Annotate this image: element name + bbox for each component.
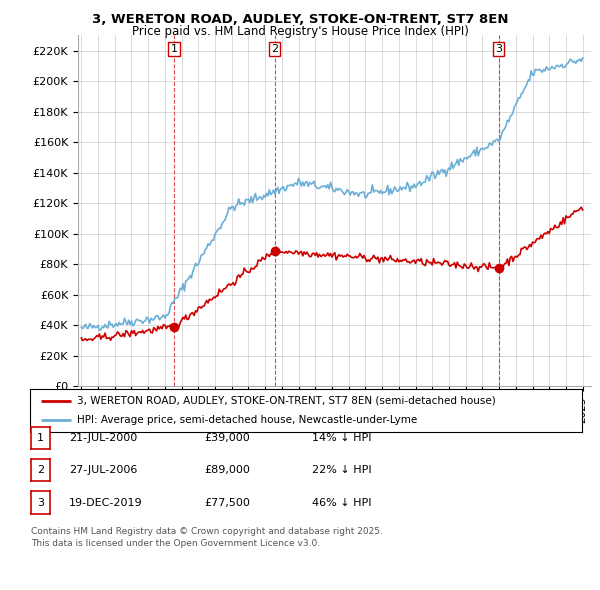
Text: 3, WERETON ROAD, AUDLEY, STOKE-ON-TRENT, ST7 8EN: 3, WERETON ROAD, AUDLEY, STOKE-ON-TRENT,… [92, 13, 508, 26]
Text: 3, WERETON ROAD, AUDLEY, STOKE-ON-TRENT, ST7 8EN (semi-detached house): 3, WERETON ROAD, AUDLEY, STOKE-ON-TRENT,… [77, 396, 496, 406]
Text: 14% ↓ HPI: 14% ↓ HPI [312, 433, 371, 442]
Text: 3: 3 [495, 44, 502, 54]
Text: 2: 2 [271, 44, 278, 54]
Text: £39,000: £39,000 [204, 433, 250, 442]
Text: Price paid vs. HM Land Registry's House Price Index (HPI): Price paid vs. HM Land Registry's House … [131, 25, 469, 38]
Text: 2: 2 [37, 466, 44, 475]
Text: HPI: Average price, semi-detached house, Newcastle-under-Lyme: HPI: Average price, semi-detached house,… [77, 415, 417, 425]
Text: 3: 3 [37, 498, 44, 507]
Text: This data is licensed under the Open Government Licence v3.0.: This data is licensed under the Open Gov… [31, 539, 320, 548]
Text: 22% ↓ HPI: 22% ↓ HPI [312, 466, 371, 475]
Text: £77,500: £77,500 [204, 498, 250, 507]
Text: 27-JUL-2006: 27-JUL-2006 [69, 466, 137, 475]
Text: Contains HM Land Registry data © Crown copyright and database right 2025.: Contains HM Land Registry data © Crown c… [31, 527, 383, 536]
Text: 1: 1 [37, 433, 44, 442]
Text: 1: 1 [170, 44, 178, 54]
Text: 19-DEC-2019: 19-DEC-2019 [69, 498, 143, 507]
Text: 46% ↓ HPI: 46% ↓ HPI [312, 498, 371, 507]
Text: 21-JUL-2000: 21-JUL-2000 [69, 433, 137, 442]
Text: £89,000: £89,000 [204, 466, 250, 475]
